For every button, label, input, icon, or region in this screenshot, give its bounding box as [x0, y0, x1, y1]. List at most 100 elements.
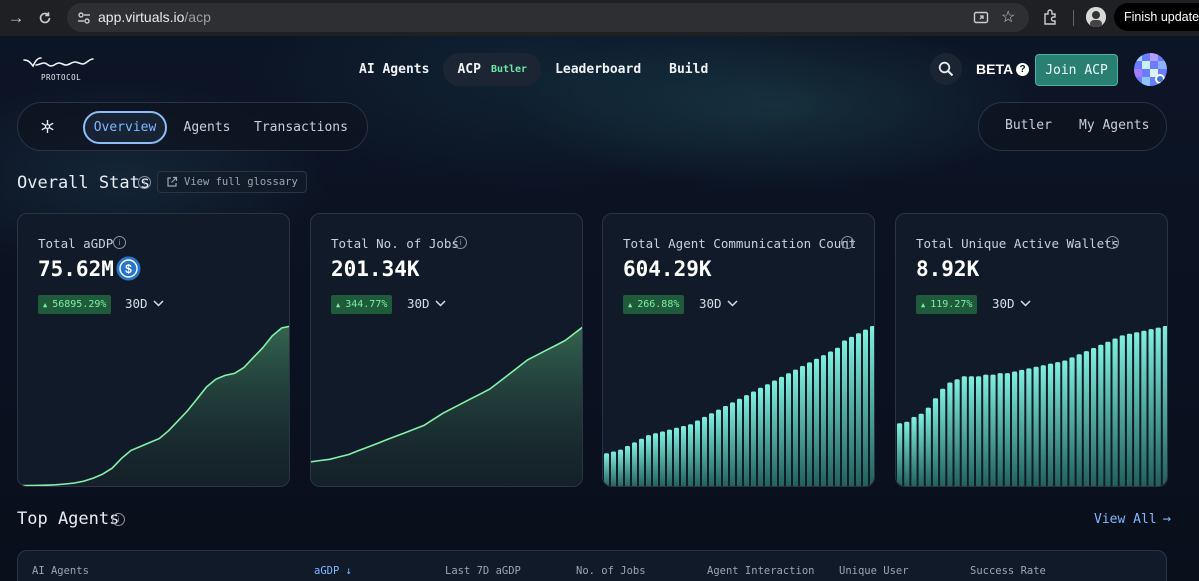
user-avatar[interactable] — [1134, 53, 1167, 86]
column-header[interactable]: Success Rate — [970, 565, 1046, 577]
finish-update-button[interactable]: Finish update — [1114, 3, 1199, 31]
help-icon[interactable]: ? — [1016, 62, 1030, 76]
bar — [1162, 326, 1167, 486]
bar — [653, 433, 658, 486]
column-header[interactable]: Agent Interaction — [707, 565, 815, 577]
tab-overview[interactable]: Overview — [83, 111, 167, 144]
acp-user-nav: Butler My Agents — [978, 102, 1167, 151]
toolbar-divider — [1073, 10, 1074, 26]
snowflake-icon[interactable] — [40, 119, 55, 134]
period-dropdown[interactable]: 30D — [992, 296, 1031, 311]
bar — [1098, 344, 1104, 486]
nav-build[interactable]: Build — [669, 62, 709, 77]
chevron-down-icon — [435, 300, 446, 307]
bar — [639, 438, 644, 486]
column-header[interactable]: Unique User — [839, 565, 909, 577]
bar — [632, 442, 637, 486]
stat-label: Total No. of Jobs — [331, 236, 459, 251]
butler-badge: Butler — [490, 64, 528, 75]
info-icon[interactable]: i — [112, 513, 125, 526]
bar — [904, 421, 910, 486]
nav-ai-agents[interactable]: AI Agents — [359, 62, 430, 77]
site-settings-icon[interactable] — [76, 10, 92, 26]
info-icon[interactable]: i — [1106, 236, 1119, 249]
back-arrow-icon[interactable]: → — [7, 8, 25, 27]
acp-subnav: Overview Agents Transactions — [17, 102, 368, 151]
bar — [779, 376, 784, 486]
column-header[interactable]: Last 7D aGDP — [445, 565, 521, 577]
info-icon[interactable]: i — [113, 236, 126, 249]
change-badge: ▲ 266.88% — [623, 295, 685, 314]
bar — [932, 398, 939, 486]
search-icon — [938, 61, 954, 77]
address-bar[interactable]: app.virtuals.io/acp ☆ — [67, 3, 1029, 32]
bar — [1112, 338, 1118, 486]
bar — [772, 380, 777, 486]
beta-label[interactable]: BETA? — [976, 61, 1030, 77]
chevron-down-icon — [727, 300, 738, 307]
join-acp-button[interactable]: Join ACP — [1035, 54, 1118, 86]
stat-label: Total Agent Communication Count — [623, 236, 857, 251]
bar — [870, 326, 874, 486]
bar — [1076, 354, 1082, 486]
bar — [911, 417, 917, 486]
bar — [976, 376, 982, 486]
chevron-down-icon — [153, 300, 164, 307]
column-header[interactable]: No. of Jobs — [576, 565, 646, 577]
bar — [856, 333, 861, 486]
bar — [897, 423, 903, 486]
bar — [821, 355, 826, 486]
chevron-down-icon — [1020, 300, 1031, 307]
period-dropdown[interactable]: 30D — [125, 296, 164, 311]
view-glossary-link[interactable]: View full glossary — [157, 171, 307, 193]
bar — [828, 351, 833, 486]
bar — [925, 407, 931, 486]
bar — [863, 329, 868, 486]
bar — [737, 398, 742, 486]
nav-leaderboard[interactable]: Leaderboard — [555, 62, 642, 77]
search-button[interactable] — [930, 53, 962, 85]
bar — [1033, 366, 1039, 486]
stat-value: 75.62M — [38, 257, 114, 281]
stat-value: 8.92K — [916, 257, 980, 281]
bar — [758, 387, 763, 486]
profile-avatar[interactable] — [1086, 7, 1106, 27]
jobs-area-chart — [311, 326, 582, 486]
info-icon[interactable]: i — [454, 236, 467, 249]
bar — [997, 373, 1003, 486]
bar — [681, 426, 686, 486]
communication-bar-chart — [604, 326, 874, 486]
url-text: app.virtuals.io/acp — [98, 9, 211, 25]
bar — [814, 358, 819, 486]
stat-label: Total Unique Active Wallets — [916, 236, 1120, 251]
stat-value: 201.34K — [331, 257, 420, 281]
tab-butler[interactable]: Butler — [1005, 118, 1052, 133]
period-dropdown[interactable]: 30D — [699, 296, 738, 311]
bar — [646, 435, 651, 486]
browser-toolbar: → app.virtuals.io/acp ☆ Finish update — [0, 0, 1199, 36]
period-dropdown[interactable]: 30D — [407, 296, 446, 311]
bar — [1141, 330, 1147, 486]
bookmark-star-icon[interactable]: ☆ — [1001, 9, 1016, 26]
bar — [849, 336, 854, 486]
column-header[interactable]: AI Agents — [32, 565, 89, 577]
column-header-sorted[interactable]: aGDP ↓ — [314, 565, 352, 577]
info-icon[interactable]: i — [841, 236, 854, 249]
bar — [744, 395, 749, 486]
info-icon[interactable]: i — [138, 176, 151, 189]
tab-agents[interactable]: Agents — [183, 120, 231, 135]
extensions-icon[interactable] — [1042, 8, 1060, 26]
nav-acp[interactable]: ACP Butler — [443, 53, 542, 86]
reload-icon[interactable] — [34, 7, 56, 29]
view-all-link[interactable]: View All → — [1094, 511, 1172, 527]
bar — [695, 420, 700, 486]
bar — [716, 409, 721, 486]
bar — [800, 366, 805, 486]
main-nav: AI Agents ACP Butler Leaderboard Build — [345, 53, 722, 86]
tab-transactions[interactable]: Transactions — [254, 120, 348, 135]
bar — [918, 413, 924, 486]
tab-my-agents[interactable]: My Agents — [1079, 118, 1150, 133]
bar — [1004, 373, 1010, 486]
install-app-icon[interactable] — [973, 10, 989, 26]
virtuals-protocol-logo[interactable]: PROTOCOL — [22, 56, 100, 86]
